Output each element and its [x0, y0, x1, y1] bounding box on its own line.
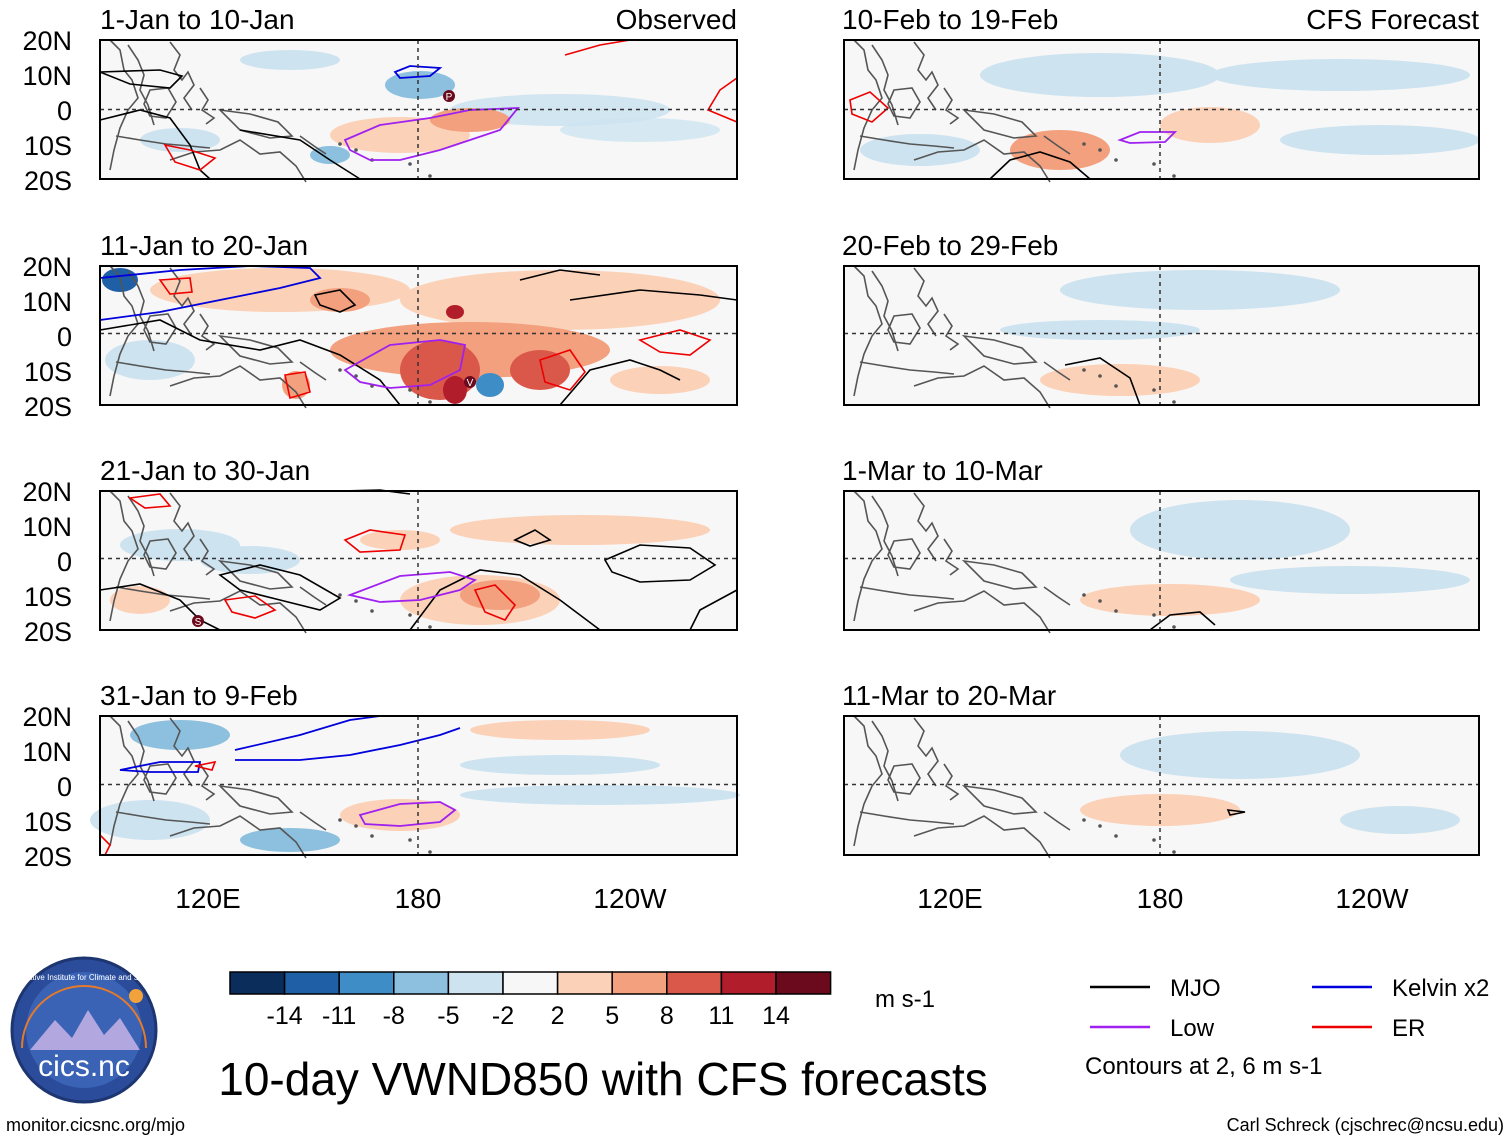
- colorbar-ticks: -14 -11 -8 -5 -2 2 5 8 11 14: [267, 1002, 790, 1030]
- colorbar-tick: 8: [660, 1002, 674, 1030]
- colorbar-units: m s-1: [875, 986, 935, 1013]
- panel-fc-4: 11-Mar to 20-Mar: [842, 680, 1480, 859]
- colorbar-box: [283, 971, 340, 995]
- colorbar-box: [502, 971, 559, 995]
- lat-label: 0: [57, 547, 72, 577]
- colorbar-tick: -5: [437, 1002, 459, 1030]
- colorbar-tick: -11: [322, 1002, 356, 1030]
- colorbar-box: [666, 971, 723, 995]
- lon-label: 120W: [1335, 883, 1409, 914]
- lat-label: 10N: [22, 737, 72, 767]
- lat-label: 20N: [22, 26, 72, 56]
- colorbar-box: [720, 971, 777, 995]
- lat-label: 10S: [24, 582, 72, 612]
- logo-arc-text: Cooperative Institute for Climate and Sa…: [2, 973, 167, 982]
- colorbar-tick: 11: [708, 1002, 734, 1030]
- figure-title: 10-day VWND850 with CFS forecasts: [218, 1053, 988, 1105]
- panel-fc-2: 20-Feb to 29-Feb: [842, 230, 1480, 409]
- panel-title: 11-Mar to 20-Mar: [842, 680, 1056, 711]
- panel-obs-2: 11-Jan to 20-Jan V: [99, 230, 738, 409]
- legend-label-mjo: MJO: [1170, 975, 1221, 1002]
- panel-title: 1-Mar to 10-Mar: [842, 455, 1043, 486]
- colorbar-box: [775, 971, 832, 995]
- panel-title: 31-Jan to 9-Feb: [100, 680, 298, 711]
- colorbar-tick: 2: [551, 1002, 565, 1030]
- colorbar-boxes: [229, 971, 832, 995]
- lat-label: 0: [57, 322, 72, 352]
- lon-label: 120E: [917, 883, 982, 914]
- colorbar-tick: 5: [605, 1002, 619, 1030]
- lon-label: 120E: [175, 883, 240, 914]
- lat-label: 20S: [24, 617, 72, 647]
- lat-label: 10N: [22, 61, 72, 91]
- panel-obs-1: 1-Jan to 10-Jan Observed P: [99, 4, 738, 183]
- contour-note: Contours at 2, 6 m s-1: [1085, 1053, 1322, 1080]
- cics-logo: Cooperative Institute for Climate and Sa…: [2, 956, 167, 1104]
- panel-title: 21-Jan to 30-Jan: [100, 455, 310, 486]
- lon-label: 180: [395, 883, 442, 914]
- colorbar-tick: -2: [492, 1002, 514, 1030]
- colorbar-tick: -8: [383, 1002, 405, 1030]
- lon-label: 120W: [593, 883, 667, 914]
- colorbar-box: [556, 971, 613, 995]
- lat-axis-obs: 20N 10N 0 10S 20S 20N 10N 0 10S 20S 20N …: [22, 26, 72, 872]
- colorbar-box: [447, 971, 504, 995]
- lat-label: 10N: [22, 512, 72, 542]
- lon-label: 180: [1137, 883, 1184, 914]
- legend-label-er: ER: [1392, 1015, 1425, 1042]
- lat-label: 10S: [24, 131, 72, 161]
- colorbar-box: [611, 971, 668, 995]
- lat-label: 20N: [22, 702, 72, 732]
- panel-tag-forecast: CFS Forecast: [1306, 4, 1479, 35]
- colorbar-box: [229, 971, 286, 995]
- lon-axis-fc: 120E 180 120W: [917, 883, 1409, 914]
- legend: MJO Kelvin x2 Low ER Contours at 2, 6 m …: [1085, 975, 1489, 1080]
- lon-axis-obs: 120E 180 120W: [175, 883, 667, 914]
- colorbar-box: [393, 971, 450, 995]
- marker-label: V: [467, 378, 474, 389]
- lat-label: 20S: [24, 842, 72, 872]
- marker-label: P: [446, 92, 453, 103]
- lat-label: 20N: [22, 477, 72, 507]
- lat-label: 20S: [24, 166, 72, 196]
- panel-tag-observed: Observed: [616, 4, 737, 35]
- colorbar-tick: -14: [267, 1002, 303, 1030]
- credit: Carl Schreck (cjschrec@ncsu.edu): [1227, 1115, 1504, 1135]
- colorbar-tick: 14: [762, 1002, 790, 1030]
- marker-label: S: [195, 617, 202, 628]
- colorbar-box: [338, 971, 395, 995]
- panel-fc-1: 10-Feb to 19-Feb CFS Forecast: [842, 4, 1480, 183]
- legend-label-kelvin: Kelvin x2: [1392, 975, 1489, 1002]
- legend-label-low: Low: [1170, 1015, 1215, 1042]
- lat-label: 20S: [24, 392, 72, 422]
- lat-label: 20N: [22, 252, 72, 282]
- lat-label: 10S: [24, 807, 72, 837]
- logo-text: cics.nc: [38, 1050, 130, 1083]
- panel-obs-3: 21-Jan to 30-Jan S: [99, 455, 738, 634]
- colorbar: -14 -11 -8 -5 -2 2 5 8 11 14 m s-1: [229, 971, 935, 1030]
- panel-title: 10-Feb to 19-Feb: [842, 4, 1058, 35]
- lat-label: 0: [57, 96, 72, 126]
- lat-label: 10S: [24, 357, 72, 387]
- website-link[interactable]: monitor.cicsnc.org/mjo: [6, 1115, 185, 1135]
- panel-title: 1-Jan to 10-Jan: [100, 4, 295, 35]
- panel-title: 11-Jan to 20-Jan: [100, 230, 308, 261]
- lat-label: 0: [57, 772, 72, 802]
- panel-fc-3: 1-Mar to 10-Mar: [842, 455, 1480, 634]
- panel-obs-4: 31-Jan to 9-Feb: [90, 680, 740, 859]
- panel-title: 20-Feb to 29-Feb: [842, 230, 1058, 261]
- lat-label: 10N: [22, 287, 72, 317]
